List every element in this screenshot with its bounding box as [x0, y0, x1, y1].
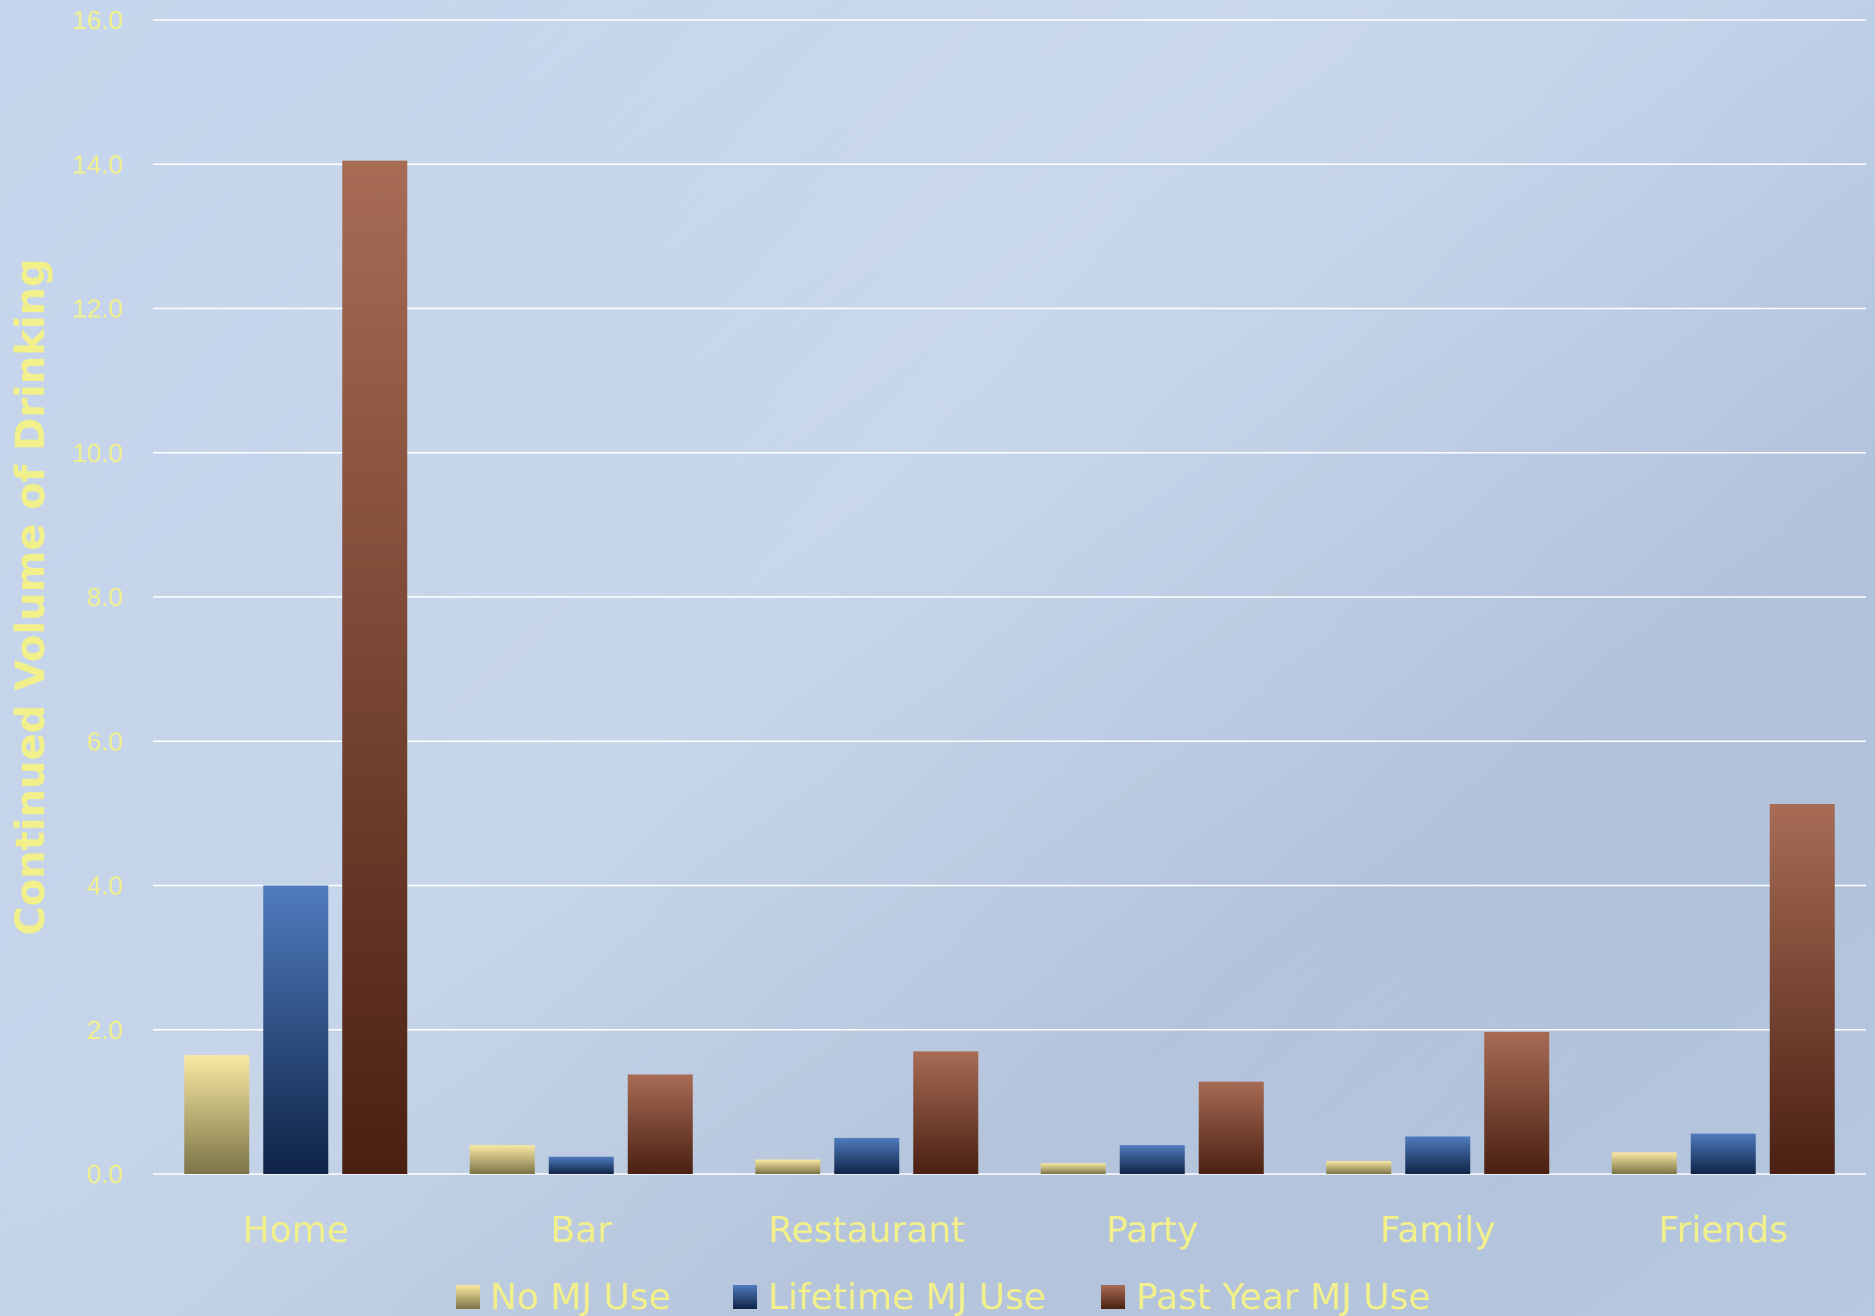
y-axis-label: Continued Volume of Drinking — [8, 258, 54, 935]
legend-label: Past Year MJ Use — [1136, 1277, 1431, 1316]
gridlines — [153, 19, 1866, 1175]
legend-swatch — [1101, 1285, 1125, 1309]
y-tick-label: 10.0 — [72, 438, 123, 468]
legend-swatch — [733, 1285, 757, 1309]
x-tick-label: Family — [1380, 1210, 1496, 1251]
x-tick-label: Restaurant — [768, 1210, 965, 1251]
bar-home-no-mj-use — [184, 1054, 250, 1174]
bar-friends-past-year-mj-use — [1769, 803, 1835, 1174]
bar-bar-past-year-mj-use — [627, 1074, 693, 1174]
bar-family-past-year-mj-use — [1484, 1031, 1550, 1174]
bars — [184, 160, 1835, 1175]
bar-family-lifetime-mj-use — [1405, 1136, 1471, 1174]
bar-restaurant-no-mj-use — [755, 1159, 821, 1174]
bar-bar-no-mj-use — [469, 1145, 535, 1174]
y-tick-label: 0.0 — [87, 1159, 123, 1189]
x-tick-label: Bar — [550, 1210, 612, 1251]
y-tick-label: 16.0 — [72, 5, 123, 35]
x-tick-label: Home — [243, 1210, 349, 1251]
x-tick-label: Friends — [1659, 1210, 1788, 1251]
bar-home-lifetime-mj-use — [263, 885, 329, 1174]
legend-label: Lifetime MJ Use — [768, 1277, 1046, 1316]
bar-party-lifetime-mj-use — [1119, 1145, 1185, 1174]
bar-bar-lifetime-mj-use — [548, 1156, 614, 1174]
y-tick-label: 2.0 — [87, 1015, 123, 1045]
bar-family-no-mj-use — [1326, 1161, 1392, 1174]
y-tick-label: 6.0 — [87, 726, 123, 756]
y-tick-label: 4.0 — [87, 871, 123, 901]
y-tick-label: 8.0 — [87, 582, 123, 612]
x-axis-categories: Home Bar Restaurant Party Family Friends — [243, 1210, 1788, 1251]
y-axis-ticks: 0.0 2.0 4.0 6.0 8.0 10.0 12.0 14.0 16.0 — [72, 5, 123, 1189]
bar-party-past-year-mj-use — [1198, 1081, 1264, 1174]
bar-party-no-mj-use — [1040, 1163, 1106, 1174]
bar-restaurant-past-year-mj-use — [913, 1051, 979, 1174]
bar-home-past-year-mj-use — [342, 160, 408, 1175]
x-tick-label: Party — [1106, 1210, 1198, 1251]
legend-swatch — [456, 1285, 480, 1309]
legend: No MJ Use Lifetime MJ Use Past Year MJ Use — [456, 1277, 1431, 1316]
bar-friends-no-mj-use — [1611, 1152, 1677, 1174]
bar-friends-lifetime-mj-use — [1690, 1133, 1756, 1174]
legend-label: No MJ Use — [490, 1277, 671, 1316]
y-tick-label: 12.0 — [72, 294, 123, 324]
bar-restaurant-lifetime-mj-use — [834, 1137, 900, 1174]
y-tick-label: 14.0 — [72, 149, 123, 179]
